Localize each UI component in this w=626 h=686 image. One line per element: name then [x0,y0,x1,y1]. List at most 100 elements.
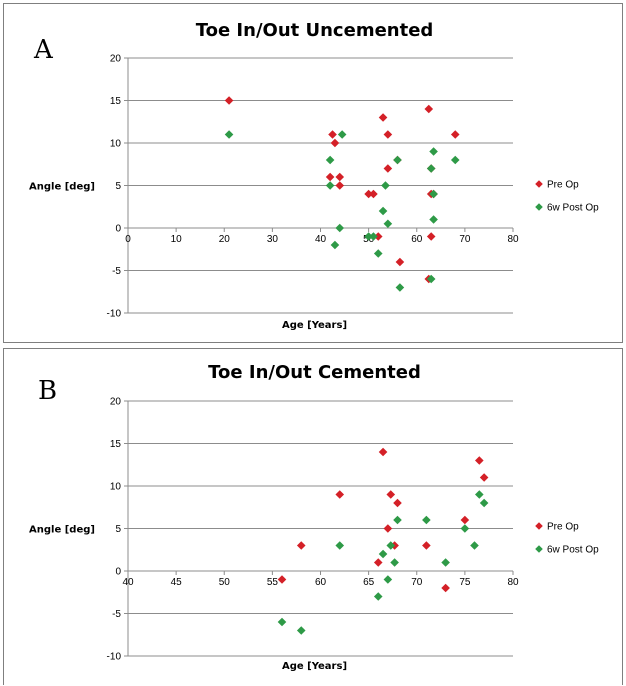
x-tick-label: 75 [459,577,471,588]
data-point-pre-op [450,130,460,139]
data-point-post-op [378,549,388,559]
data-point-post-op [422,515,431,525]
data-point-pre-op [441,583,450,593]
y-tick-label: 10 [110,139,122,150]
x-tick-label: 70 [459,234,471,245]
data-point-post-op [393,155,402,165]
data-point-pre-op [383,524,393,533]
y-tick-label: -10 [107,309,122,320]
legend-label: 6w Post Op [547,545,599,556]
data-point-post-op [383,575,393,584]
x-axis-title: Age [Years] [282,661,347,672]
x-axis-title: Age [Years] [282,320,347,331]
y-axis-title: Angle [deg] [29,182,95,193]
y-tick-label: 10 [110,482,122,493]
data-point-post-op [296,626,306,635]
data-point-post-op [378,206,388,216]
data-point-post-op [441,558,450,567]
y-tick-label: 15 [110,439,122,450]
data-point-post-op [426,274,436,284]
x-tick-label: 40 [122,577,134,588]
y-axis-title: Angle [deg] [29,525,95,536]
data-point-pre-op [426,232,436,241]
data-point-pre-op [422,541,431,550]
data-point-post-op [390,558,399,567]
data-point-post-op [325,181,335,190]
data-point-pre-op [460,515,470,525]
x-tick-label: 10 [171,234,183,245]
x-tick-label: 70 [411,577,423,588]
y-tick-label: 0 [115,567,121,578]
x-tick-label: 40 [315,234,327,245]
data-point-post-op [479,498,489,508]
y-tick-label: 20 [110,54,122,65]
data-point-pre-op [364,189,373,199]
data-point-post-op [460,524,470,533]
data-point-post-op [429,189,438,199]
chart-title: Toe In/Out Uncemented [196,20,434,41]
data-point-pre-op [328,130,337,139]
data-point-pre-op [383,130,393,139]
data-point-pre-op [373,558,383,567]
data-point-pre-op [378,447,388,457]
data-point-pre-op [296,541,306,550]
data-point-pre-op [424,104,434,114]
data-point-post-op [373,249,383,258]
chart-panel-b: B Toe In/Out Cemented 40 45 50 55 60 65 70 75 80 -1… [3,348,623,685]
data-point-post-op [224,130,234,139]
data-point-post-op [393,515,402,525]
data-point-pre-op [393,498,402,508]
data-point-post-op [383,219,393,229]
y-tick-label: 20 [110,397,122,408]
data-point-pre-op [479,473,489,482]
x-tick-label: 60 [315,577,327,588]
data-point-pre-op [325,172,335,182]
y-tick-label: 0 [115,224,121,235]
panel-label: A [33,35,54,65]
x-tick-label: 60 [411,234,423,245]
x-tick-label: 80 [507,234,519,245]
data-point-pre-op [475,456,484,465]
y-tick-label: 15 [110,96,122,107]
y-tick-label: -5 [112,609,121,620]
legend-marker [535,180,543,188]
x-tick-label: 20 [219,234,231,245]
data-point-pre-op [373,232,383,241]
legend-marker [535,545,543,553]
data-point-pre-op [330,138,340,148]
data-point-post-op [381,181,390,190]
data-point-pre-op [369,189,378,199]
data-point-post-op [429,147,438,156]
data-point-pre-op [386,490,396,499]
y-tick-label: -5 [112,266,121,277]
data-point-post-op [330,240,340,250]
data-point-post-op [470,541,479,550]
x-tick-label: 45 [171,577,183,588]
x-tick-label: 50 [219,577,231,588]
data-point-pre-op [335,490,345,499]
data-point-post-op [426,164,436,173]
legend-label: 6w Post Op [547,203,599,214]
y-tick-label: 5 [115,181,121,192]
data-point-pre-op [383,164,393,173]
data-point-post-op [337,130,347,139]
data-point-pre-op [335,172,345,182]
legend-label: Pre Op [547,522,579,533]
data-point-post-op [450,155,460,165]
x-tick-label: 65 [363,577,375,588]
panel-label: B [38,376,57,406]
data-point-post-op [335,223,345,233]
data-point-pre-op [277,575,287,584]
legend-label: Pre Op [547,180,579,191]
data-point-post-op [325,155,335,165]
x-tick-label: 80 [507,577,519,588]
data-point-post-op [335,541,345,550]
data-point-post-op [395,283,405,292]
data-point-post-op [475,490,484,499]
x-tick-label: 55 [267,577,279,588]
data-point-pre-op [395,257,405,267]
legend-marker [535,203,543,211]
